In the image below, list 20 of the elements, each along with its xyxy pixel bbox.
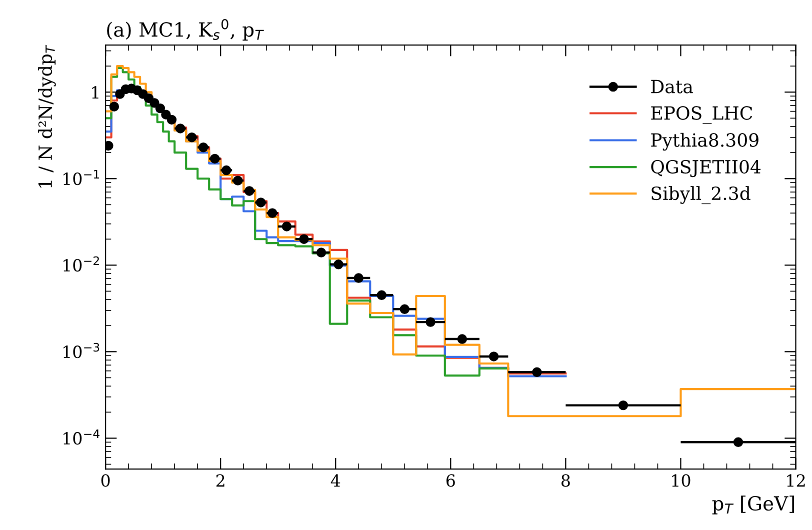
x-axis-title: p$_{T}$ [GeV] <box>712 496 794 514</box>
x-tick-label: 4 <box>330 474 340 487</box>
x-tick-label: 12 <box>787 474 805 487</box>
x-tick-label: 8 <box>562 474 570 487</box>
y-tick-label: 1 <box>92 86 98 98</box>
x-tick-label: 6 <box>446 474 455 487</box>
legend-label: QGSJETII04 <box>651 160 761 178</box>
legend-label: Sibyll_2.3d <box>652 186 750 204</box>
legend-label: EPOS_LHC <box>651 106 752 124</box>
chart-title: (a) MC1, K$_{s}$$^{0}$, p$_{T}$ <box>107 19 264 41</box>
x-tick-label: 10 <box>672 474 690 487</box>
y-tick-label: 10$^{−3}$ <box>64 342 100 358</box>
y-tick-label: 10$^{−4}$ <box>64 430 100 445</box>
x-tick-label: 2 <box>216 474 224 487</box>
legend-label: Pythia8.309 <box>651 132 758 151</box>
y-axis-title: 1 / N d²N/dydp$_{T}$ <box>38 44 56 188</box>
x-tick-label: 0 <box>101 474 110 487</box>
legend-label: Data <box>651 80 693 94</box>
y-tick-label: 10$^{−2}$ <box>64 256 99 272</box>
y-tick-label: 10$^{−1}$ <box>64 170 100 186</box>
